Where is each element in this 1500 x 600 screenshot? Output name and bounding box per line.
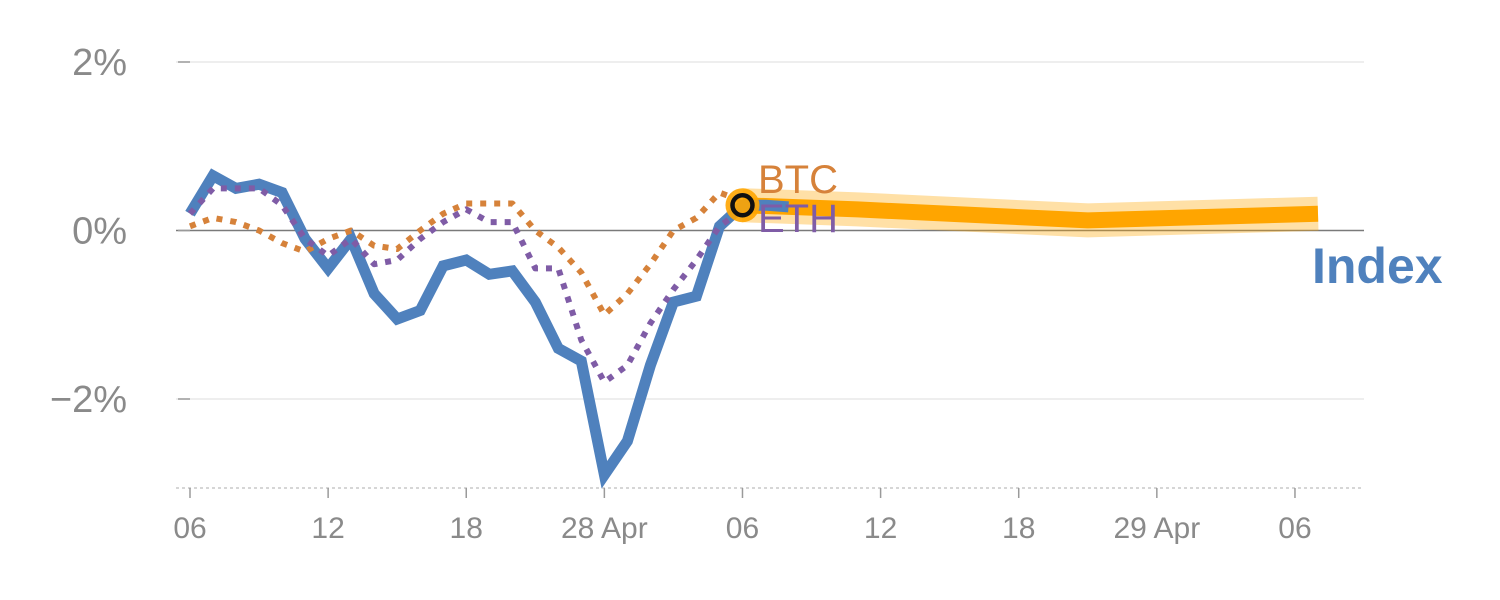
y-tick-label: −2% [50,379,127,421]
y-tick-label: 0% [72,211,127,253]
x-tick-label: 06 [726,512,759,545]
x-tick-label: 12 [864,512,897,545]
btc-line [188,189,744,318]
grid [176,61,1364,400]
labels: BTC ETH Index [758,158,1443,294]
index-series-label: Index [1312,238,1443,294]
series [185,168,1319,489]
x-tick-label: 06 [1278,512,1311,545]
x-tick-label: 18 [450,512,483,545]
x-tick-label: 18 [1002,512,1035,545]
x-tick-label: 28 Apr [561,512,648,545]
index-line [185,168,789,489]
eth-line [187,185,745,386]
forecast-line [742,197,1319,229]
y-tick-label: 2% [72,42,127,84]
current-marker-ring [730,192,755,218]
btc-series-label: BTC [758,158,838,202]
x-tick-label: 29 Apr [1113,512,1200,545]
eth-series-label: ETH [758,197,838,241]
x-tick-label: 12 [311,512,344,545]
x-tick-label: 06 [173,512,206,545]
axes: 2% 0% −2% 06 12 18 28 Apr 06 12 18 29 Apr 06 [50,42,1364,545]
